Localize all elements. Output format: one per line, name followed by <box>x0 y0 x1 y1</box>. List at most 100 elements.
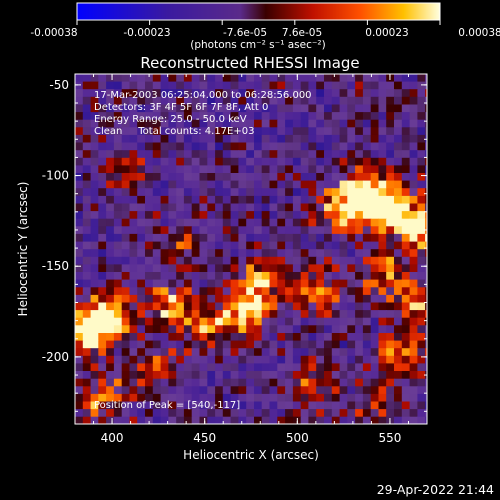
heatmap-cell <box>129 340 138 349</box>
heatmap-cell <box>113 188 123 197</box>
heatmap-cell <box>285 256 294 265</box>
colorbar: -0.00038 -0.00023 -7.6e-05 7.6e-05 0.00023 0.… <box>30 2 500 51</box>
heatmap-cell <box>425 393 427 403</box>
heatmap-cell <box>98 233 107 243</box>
heatmap-cell <box>176 195 185 205</box>
heatmap-cell <box>433 303 441 311</box>
heatmap-cell <box>199 348 208 357</box>
heatmap-cell <box>269 96 278 105</box>
heatmap-cell <box>199 317 208 326</box>
heatmap-cell <box>339 211 348 220</box>
heatmap-cell <box>254 119 263 128</box>
heatmap-cell <box>183 74 193 83</box>
heatmap-cell <box>191 294 201 304</box>
heatmap-cell <box>129 401 138 410</box>
heatmap-cell <box>261 378 271 387</box>
heatmap-cell <box>121 340 131 349</box>
heatmap-cell <box>238 241 247 250</box>
heatmap-cell <box>433 219 441 227</box>
heatmap-cell <box>324 96 333 105</box>
heatmap-cell <box>176 279 185 288</box>
heatmap-cell <box>106 195 115 205</box>
heatmap-cell <box>308 112 317 121</box>
heatmap-cell <box>409 386 418 395</box>
heatmap-cell <box>433 394 441 402</box>
heatmap-cell <box>308 424 316 432</box>
heatmap-cell <box>331 142 341 151</box>
heatmap-cell <box>378 249 387 258</box>
heatmap-cell <box>106 317 115 326</box>
heatmap-cell <box>308 371 317 380</box>
heatmap-cell <box>269 378 278 387</box>
heatmap-cell <box>113 371 123 380</box>
heatmap-cell <box>292 233 302 243</box>
heatmap-cell <box>370 195 380 205</box>
heatmap-cell <box>113 104 123 113</box>
heatmap-cell <box>425 256 427 265</box>
heatmap-cell <box>113 340 123 349</box>
heatmap-cell <box>347 233 356 243</box>
heatmap-cell <box>417 317 426 326</box>
heatmap-cell <box>362 226 372 235</box>
heatmap-cell <box>331 157 341 166</box>
heatmap-cell <box>222 249 232 258</box>
heatmap-cell <box>137 287 146 296</box>
heatmap-cell <box>75 287 84 296</box>
heatmap-cell <box>378 195 387 205</box>
heatmap-cell <box>191 272 201 281</box>
heatmap-cell <box>254 363 263 372</box>
heatmap-cell <box>355 287 364 296</box>
heatmap-cell <box>362 393 372 403</box>
heatmap-cell <box>106 287 115 296</box>
heatmap-cell <box>269 340 278 349</box>
heatmap-cell <box>269 203 278 212</box>
heatmap-cell <box>106 81 115 90</box>
heatmap-cell <box>331 112 341 121</box>
heatmap-cell <box>425 157 427 166</box>
heatmap-cell <box>386 142 395 151</box>
heatmap-cell <box>82 233 92 243</box>
heatmap-cell <box>316 333 325 342</box>
heatmap-cell <box>129 371 138 380</box>
heatmap-cell <box>401 119 411 128</box>
heatmap-cell <box>113 74 123 83</box>
heatmap-cell <box>324 233 333 243</box>
heatmap-cell <box>222 310 232 319</box>
heatmap-cell <box>75 127 84 136</box>
heatmap-cell <box>191 348 201 357</box>
heatmap-cell <box>308 203 317 212</box>
heatmap-cell <box>176 142 185 151</box>
heatmap-cell <box>433 105 441 113</box>
heatmap-cell <box>425 173 427 182</box>
heatmap-cell <box>160 233 169 243</box>
heatmap-cell <box>90 188 99 197</box>
heatmap-cell <box>417 142 426 151</box>
heatmap-cell <box>168 188 177 197</box>
heatmap-cell <box>137 81 146 90</box>
heatmap-cell <box>152 203 162 212</box>
heatmap-cell <box>183 249 193 258</box>
heatmap-cell <box>207 81 216 90</box>
heatmap-cell <box>300 211 310 220</box>
heatmap-cell <box>394 241 403 250</box>
heatmap-cell <box>129 112 138 121</box>
heatmap-cell <box>324 134 333 144</box>
heatmap-cell <box>401 218 411 227</box>
heatmap-cell <box>425 104 427 113</box>
heatmap-cell <box>152 119 162 128</box>
heatmap-cell <box>121 81 131 90</box>
heatmap-cell <box>394 355 403 364</box>
heatmap-cell <box>152 409 162 418</box>
heatmap-cell <box>339 203 348 212</box>
heatmap-cell <box>269 157 278 166</box>
heatmap-cell <box>355 157 364 166</box>
heatmap-cell <box>292 272 302 281</box>
heatmap-cell <box>433 150 441 158</box>
heatmap-cell <box>106 173 115 182</box>
heatmap-cell <box>339 150 348 159</box>
heatmap-cell <box>386 333 395 342</box>
heatmap-cell <box>176 325 185 334</box>
heatmap-cell <box>409 165 418 174</box>
heatmap-cell <box>347 416 356 424</box>
heatmap-cell <box>145 302 154 311</box>
